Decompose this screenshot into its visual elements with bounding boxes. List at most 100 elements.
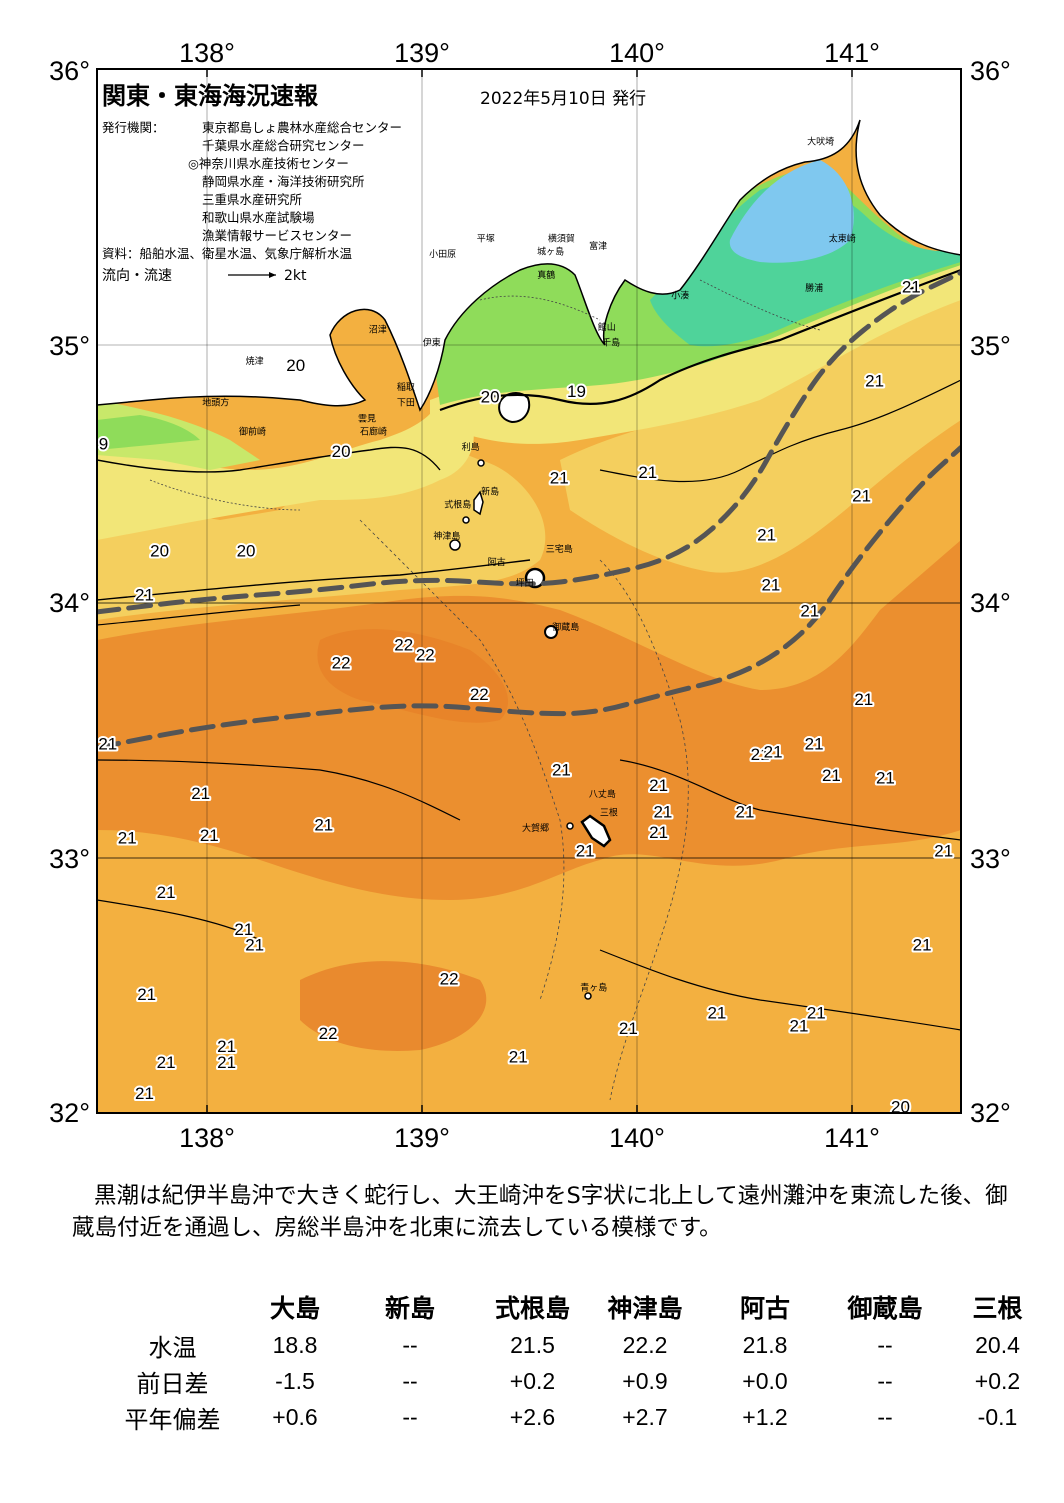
place-label: 真鶴	[537, 269, 555, 281]
place-label: 青ヶ島	[580, 981, 607, 993]
kuroshio-upper-edge-line	[97, 270, 961, 615]
place-label: 横須賀	[548, 232, 575, 244]
table-row: 水温 18.8 -- 21.5 22.2 21.8 -- 20.4	[100, 1327, 1055, 1363]
zone-22-band	[97, 540, 961, 900]
isotherm-21	[97, 604, 961, 1031]
table-cell: +0.0	[742, 1367, 788, 1394]
temperature-label: 21	[509, 1048, 528, 1067]
lon-label-bottom-139: 139°	[394, 1123, 450, 1153]
temperature-label: 22	[394, 635, 413, 654]
col-header-shikinejima: 式根島	[494, 1294, 570, 1323]
temperature-label: 20	[481, 387, 500, 406]
lon-label-top-138: 138°	[179, 38, 235, 68]
lat-label-right-32: 32°	[970, 1098, 1011, 1128]
lat-label-left-35: 35°	[49, 331, 90, 361]
place-label: 稲取	[397, 381, 415, 393]
place-label: 新島	[481, 485, 499, 497]
temperature-label: 21	[902, 278, 921, 297]
place-label: 伊東	[423, 337, 441, 349]
temperature-label: 21	[764, 742, 783, 761]
temperature-label: 21	[934, 841, 953, 860]
place-label: 千島	[602, 337, 620, 349]
temperature-label: 21	[576, 841, 595, 860]
map-title: 関東・東海海況速報	[102, 82, 319, 110]
place-label: 阿古	[488, 556, 506, 568]
place-label: 下田	[397, 398, 415, 409]
isotherm-20	[97, 446, 531, 601]
table-header-row: 大島 新島 式根島 神津島 阿古 御蔵島 三根	[100, 1287, 1055, 1327]
zone-20	[97, 400, 474, 540]
temperature-label: 22	[332, 654, 351, 673]
lat-label-left-36: 36°	[49, 56, 90, 86]
temperature-label: 21	[805, 734, 824, 753]
lon-label-bottom-140: 140°	[609, 1123, 665, 1153]
place-label: 城ヶ島	[537, 245, 564, 257]
temperature-label: 21	[118, 828, 137, 847]
lat-label-right-33: 33°	[970, 844, 1011, 874]
place-label: 富津	[589, 240, 607, 252]
zone-22-south	[300, 961, 487, 1051]
place-label: 館山	[598, 321, 616, 333]
table-row: 前日差 -1.5 -- +0.2 +0.9 +0.0 -- +0.2	[100, 1363, 1055, 1399]
col-header-kozushima: 神津島	[607, 1294, 683, 1323]
issuer-4: 静岡県水産・海洋技術研究所	[202, 174, 365, 189]
row-label-day-diff: 前日差	[136, 1369, 209, 1398]
temperature-label: 21	[245, 935, 264, 954]
place-label: 御前崎	[239, 425, 266, 437]
temperature-label: 21	[135, 1084, 154, 1103]
temperature-label: 21	[137, 985, 156, 1004]
map-frame	[96, 68, 962, 1114]
land-toshima	[477, 459, 485, 467]
lat-lon-grid	[97, 69, 961, 1113]
place-label: 八丈島	[589, 788, 616, 800]
land-aogashima	[584, 992, 592, 1000]
zone-20-east	[560, 290, 961, 573]
flow-legend-unit: 2kt	[284, 268, 307, 284]
place-label: 大賀郷	[522, 822, 549, 834]
lat-label-left-34: 34°	[49, 588, 90, 618]
row-label-anomaly: 平年偏差	[124, 1405, 221, 1434]
temperature-label: 21	[822, 766, 841, 785]
place-label: 沼津	[369, 325, 387, 336]
temperature-label: 9	[99, 434, 108, 453]
issue-date: 2022年5月10日 発行	[480, 89, 646, 109]
place-label: 神津島	[433, 530, 460, 542]
land-niijima	[473, 490, 484, 516]
col-header-mitsune: 三根	[972, 1294, 1023, 1323]
lat-label-right-34: 34°	[970, 588, 1011, 618]
temperature-label: 21	[761, 575, 780, 594]
temperature-label: 21	[191, 784, 210, 803]
temperature-label: 21	[217, 1037, 236, 1056]
temperature-label: 21	[854, 690, 873, 709]
temperature-label: 21	[807, 1003, 826, 1022]
place-label: 利島	[462, 441, 480, 453]
temperature-label: 21	[757, 526, 776, 545]
table-cell: +0.2	[509, 1367, 556, 1394]
temperature-label: 21	[790, 1016, 809, 1035]
temperature-label: 21	[157, 1053, 176, 1072]
depth-contour-200	[149, 279, 821, 511]
temperature-label: 21	[157, 883, 176, 902]
map-header: 関東・東海海況速報 2022年5月10日 発行 発行機関： 東京都島しょ農林水産…	[102, 82, 646, 284]
place-label: 太東崎	[829, 232, 856, 244]
lon-label-top-140: 140°	[609, 38, 665, 68]
lat-label-left-32: 32°	[49, 1098, 90, 1128]
zone-20-sea	[430, 260, 961, 444]
lon-label-top-141: 141°	[824, 38, 880, 68]
zone-west-green	[97, 415, 200, 450]
place-label: 焼津	[246, 356, 264, 367]
table-cell: 21.5	[510, 1331, 555, 1358]
place-label: 勝浦	[805, 282, 823, 294]
table-row: 平年偏差 +0.6 -- +2.6 +2.7 +1.2 -- -0.1	[100, 1399, 1055, 1435]
temperature-label: 21	[234, 920, 253, 939]
temperature-label: 22	[416, 646, 435, 665]
temperature-label: 21	[649, 823, 668, 842]
temperature-label: 21	[135, 586, 154, 605]
zone-14-15	[729, 160, 854, 263]
lon-label-top-139: 139°	[394, 38, 450, 68]
temperature-label: 20	[150, 541, 169, 560]
place-label: 小田原	[429, 249, 456, 260]
temperature-label: 21	[619, 1019, 638, 1038]
temperature-label: 21	[314, 815, 333, 834]
